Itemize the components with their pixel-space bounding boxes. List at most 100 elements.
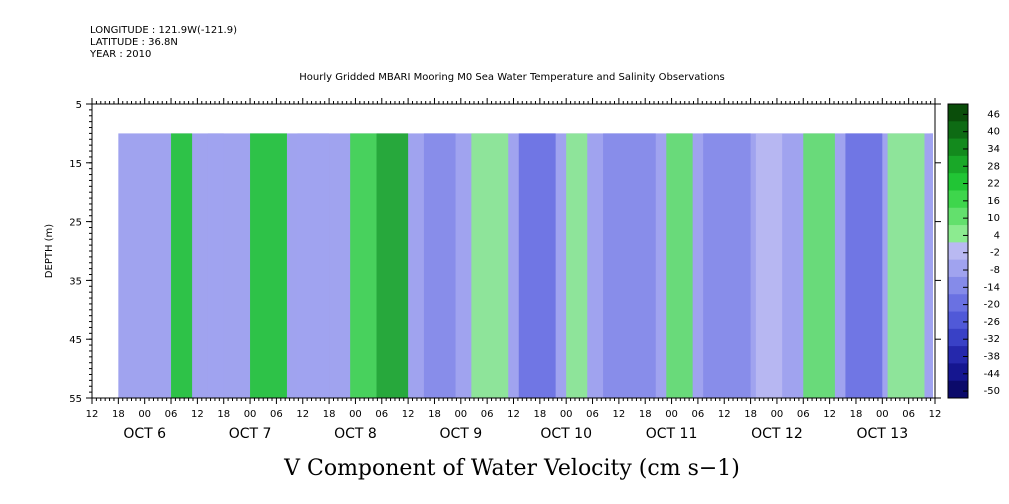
colorbar-label: 34 (987, 144, 1000, 155)
colorbar-swatch (948, 259, 968, 278)
date-label: OCT 11 (646, 426, 698, 442)
colorbar-swatch (948, 363, 968, 382)
x-tick-label: 18 (533, 409, 546, 420)
colorbar-label: 40 (987, 127, 1000, 138)
velocity-band (887, 133, 925, 398)
chart-title: Hourly Gridded MBARI Mooring M0 Sea Wate… (299, 72, 725, 83)
plot-area (118, 133, 933, 398)
x-tick-label: 18 (744, 409, 757, 420)
colorbar-label: -20 (984, 300, 1000, 311)
x-tick-label: 12 (296, 409, 309, 420)
colorbar-label: 46 (987, 109, 1000, 120)
velocity-band (376, 133, 409, 398)
colorbar-label: -32 (984, 334, 1000, 345)
colorbar-swatch (948, 380, 968, 399)
x-tick-label: 12 (929, 409, 942, 420)
x-tick-label: 12 (823, 409, 836, 420)
x-tick-label: 06 (481, 409, 494, 420)
longitude-label: LONGITUDE : 121.9W(-121.9) (90, 25, 237, 36)
year-label: YEAR : 2010 (90, 49, 152, 60)
x-tick-labels: 12 18 00 06 12 18 00 06 12 18 00 06 12 18 00 06 12 18 00 06… (86, 409, 942, 420)
x-tick-label: 12 (86, 409, 99, 420)
velocity-band (471, 133, 509, 398)
colorbar-label: -26 (984, 317, 1000, 328)
colorbar-label: -50 (984, 386, 1000, 397)
x-tick-label: 06 (375, 409, 388, 420)
colorbar-swatch (948, 276, 968, 295)
x-tick-label: 00 (665, 409, 678, 420)
date-label: OCT 12 (751, 426, 803, 442)
x-tick-label: 00 (244, 409, 257, 420)
x-tick-label: 12 (507, 409, 520, 420)
colorbar-label: -14 (984, 282, 1000, 293)
colorbar-swatch (948, 190, 968, 209)
x-tick-label: 00 (138, 409, 151, 420)
velocity-band (703, 133, 751, 398)
date-label: OCT 9 (439, 426, 482, 442)
colorbar-label: -2 (990, 248, 1000, 259)
x-tick-label: 18 (639, 409, 652, 420)
colorbar-label: 22 (987, 179, 1000, 190)
y-tick-label: 15 (69, 159, 82, 170)
velocity-band (929, 133, 933, 398)
y-tick-label: 45 (69, 335, 82, 346)
x-tick-label: 12 (402, 409, 415, 420)
colorbar: 46 40 34 28 22 16 10 4 -2 -8 -14 -20 -26 -32 -38 -44 -50 (947, 103, 1000, 399)
date-label: OCT 6 (123, 426, 166, 442)
colorbar-swatch (948, 207, 968, 226)
colorbar-label: -44 (984, 369, 1000, 380)
x-tick-label: 00 (560, 409, 573, 420)
x-tick-label: 00 (349, 409, 362, 420)
latitude-label: LATITUDE : 36.8N (90, 37, 178, 48)
x-tick-label: 18 (217, 409, 230, 420)
velocity-band (518, 133, 556, 398)
velocity-band (566, 133, 588, 398)
colorbar-swatch (948, 121, 968, 140)
y-tick-labels: 5 15 25 35 45 55 (69, 100, 82, 405)
y-axis-label: DEPTH (m) (44, 224, 55, 278)
x-tick-label: 00 (876, 409, 889, 420)
colorbar-swatch (948, 173, 968, 191)
x-tick-label: 18 (112, 409, 125, 420)
x-tick-label: 06 (586, 409, 599, 420)
x-tick-label: 06 (165, 409, 178, 420)
colorbar-label: -38 (984, 351, 1000, 362)
x-tick-label: 06 (692, 409, 705, 420)
colorbar-swatch (948, 346, 968, 364)
velocity-band (250, 133, 287, 398)
velocity-band (803, 133, 835, 398)
velocity-band (207, 133, 224, 398)
x-tick-label: 06 (902, 409, 915, 420)
date-label: OCT 10 (540, 426, 592, 442)
date-label: OCT 7 (229, 426, 272, 442)
x-tick-label: 12 (191, 409, 204, 420)
velocity-band (666, 133, 693, 398)
x-tick-label: 12 (718, 409, 731, 420)
colorbar-label: -8 (990, 265, 1000, 276)
colorbar-swatch (948, 225, 968, 243)
x-axis-label: V Component of Water Velocity (cm s−1) (283, 456, 740, 481)
y-tick-label: 5 (76, 100, 82, 111)
x-tick-label: 06 (797, 409, 810, 420)
velocity-band (755, 133, 783, 398)
colorbar-swatch (948, 138, 968, 157)
date-label: OCT 8 (334, 426, 377, 442)
x-tick-label: 12 (613, 409, 626, 420)
y-tick-label: 55 (69, 394, 82, 405)
x-tick-label: 18 (323, 409, 336, 420)
colorbar-frame (947, 103, 969, 399)
date-labels: OCT 6 OCT 7 OCT 8 OCT 9 OCT 10 OCT 11 OCT 12 OC… (123, 426, 908, 442)
colorbar-swatch (948, 294, 968, 313)
x-tick-label: 18 (428, 409, 441, 420)
velocity-band (603, 133, 656, 398)
x-tick-label: 06 (270, 409, 283, 420)
velocity-band (297, 133, 330, 398)
colorbar-label: 28 (987, 161, 1000, 172)
x-tick-label: 18 (850, 409, 863, 420)
colorbar-label: 10 (987, 213, 1000, 224)
x-tick-label: 00 (771, 409, 784, 420)
velocity-band (845, 133, 883, 398)
velocity-band (350, 133, 377, 398)
velocity-band (171, 133, 193, 398)
